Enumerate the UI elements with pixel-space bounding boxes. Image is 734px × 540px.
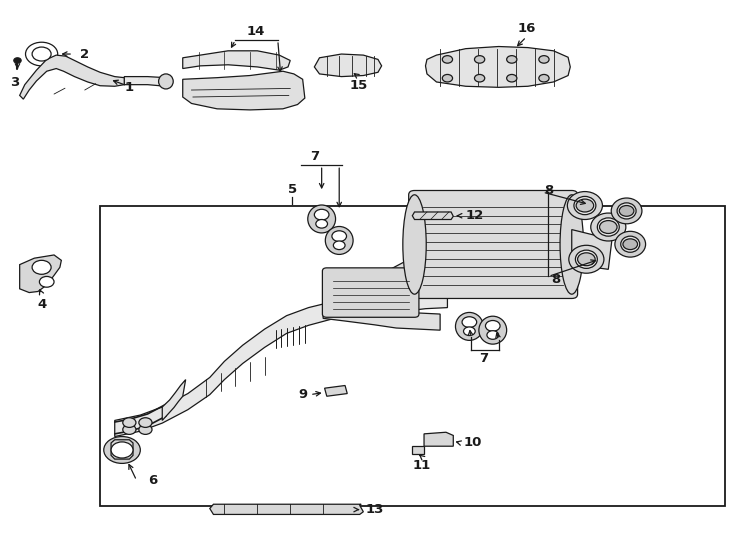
Text: 6: 6 [148,474,157,487]
Circle shape [506,75,517,82]
Circle shape [26,42,58,66]
Ellipse shape [617,203,636,219]
Text: 15: 15 [349,79,367,92]
Bar [100,206,725,507]
Ellipse shape [611,198,642,224]
Circle shape [474,56,484,63]
Circle shape [316,219,327,228]
Circle shape [123,425,136,434]
Polygon shape [424,432,454,446]
Circle shape [332,231,346,241]
Polygon shape [183,71,305,110]
Text: 3: 3 [10,76,19,89]
Polygon shape [111,440,133,459]
Text: 10: 10 [464,436,482,449]
Text: 11: 11 [413,459,431,472]
Circle shape [123,418,136,427]
Polygon shape [115,291,448,436]
Circle shape [464,327,475,335]
Ellipse shape [615,231,646,257]
Circle shape [578,253,595,266]
Circle shape [487,330,498,339]
Text: 7: 7 [479,352,489,365]
Circle shape [539,75,549,82]
Text: 16: 16 [517,22,536,35]
Text: 4: 4 [37,298,46,311]
Polygon shape [183,51,290,70]
Polygon shape [20,55,124,99]
Text: 13: 13 [366,503,384,516]
Circle shape [443,56,453,63]
Circle shape [40,276,54,287]
Circle shape [103,436,140,463]
Polygon shape [413,212,454,219]
Circle shape [506,56,517,63]
Polygon shape [323,251,422,314]
Circle shape [314,210,329,220]
Polygon shape [162,380,186,421]
Ellipse shape [159,74,173,89]
Circle shape [139,418,152,427]
Polygon shape [323,302,440,330]
Text: 8: 8 [551,273,561,286]
Ellipse shape [597,218,619,236]
Text: 8: 8 [544,184,553,197]
Circle shape [539,56,549,63]
FancyBboxPatch shape [409,191,578,299]
Circle shape [462,317,476,327]
Circle shape [443,75,453,82]
Circle shape [600,220,617,233]
Polygon shape [314,54,382,77]
Text: 5: 5 [288,183,297,196]
Ellipse shape [456,313,483,340]
Polygon shape [124,77,166,86]
Text: 14: 14 [247,25,265,38]
FancyBboxPatch shape [322,268,419,318]
Text: 9: 9 [298,388,307,401]
Ellipse shape [574,197,596,215]
Text: 2: 2 [80,48,90,60]
Circle shape [32,47,51,61]
Ellipse shape [308,205,335,233]
Circle shape [474,75,484,82]
Ellipse shape [591,213,626,241]
Circle shape [333,241,345,249]
Ellipse shape [479,316,506,344]
Ellipse shape [560,195,584,294]
Circle shape [14,58,21,63]
Circle shape [485,321,500,331]
Polygon shape [210,504,363,515]
Ellipse shape [403,195,426,294]
Ellipse shape [569,245,604,273]
Polygon shape [413,446,424,454]
Polygon shape [572,230,612,269]
Circle shape [32,260,51,274]
Circle shape [619,206,634,217]
Ellipse shape [621,236,640,252]
Text: 1: 1 [125,81,134,94]
Circle shape [111,442,133,458]
Ellipse shape [325,226,353,254]
Circle shape [576,199,594,212]
Ellipse shape [567,192,603,219]
Ellipse shape [575,250,597,268]
Text: 7: 7 [310,150,319,163]
Polygon shape [20,255,62,293]
Circle shape [139,425,152,434]
Circle shape [623,239,638,249]
Polygon shape [324,386,347,396]
Polygon shape [426,46,570,87]
Text: 12: 12 [465,209,484,222]
